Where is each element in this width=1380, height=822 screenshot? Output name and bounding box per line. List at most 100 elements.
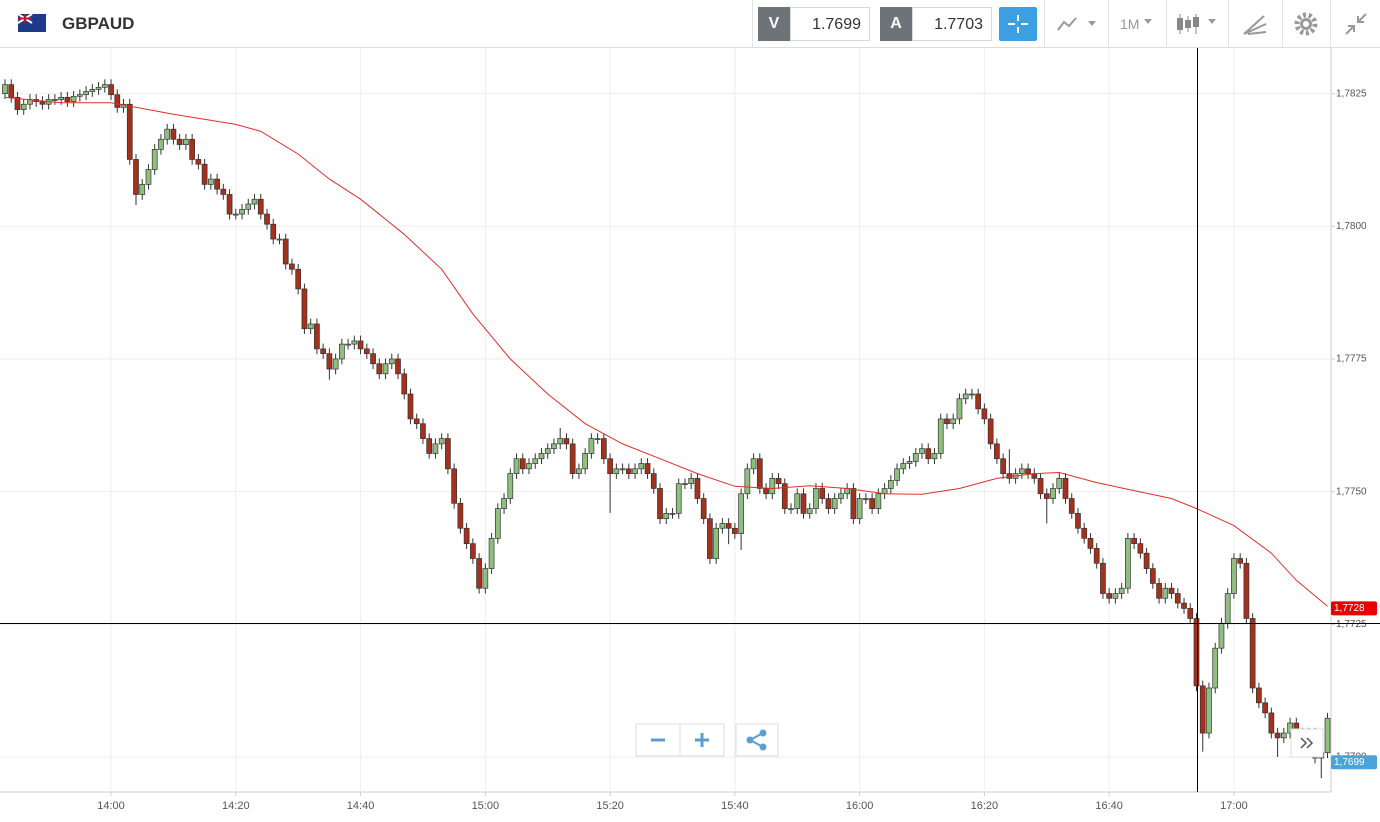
- candle-body: [314, 323, 320, 350]
- candle-body: [931, 453, 938, 460]
- candle-body: [1087, 537, 1094, 549]
- candle-body: [1212, 647, 1219, 689]
- candle-body: [906, 461, 913, 464]
- candle-body: [1174, 593, 1181, 604]
- scroll-right-icon: [1300, 737, 1314, 749]
- candle-body: [987, 418, 994, 445]
- candle-body: [763, 488, 769, 495]
- candle-body: [351, 340, 358, 345]
- chart-type-button[interactable]: [1056, 14, 1100, 34]
- candle-body: [794, 493, 801, 509]
- buy-label[interactable]: A: [880, 7, 912, 41]
- crosshair-button[interactable]: [999, 7, 1037, 41]
- timeframe[interactable]: 1M: [1120, 16, 1140, 32]
- candle-body: [1162, 587, 1169, 599]
- drawing-button[interactable]: [1242, 12, 1270, 36]
- buy-price[interactable]: 1.7703: [912, 7, 992, 41]
- candle-body: [919, 448, 925, 454]
- candle-body: [176, 138, 183, 145]
- candle-body: [625, 468, 632, 474]
- candle-body: [1118, 587, 1125, 594]
- x-tick-label: 16:40: [1095, 800, 1123, 812]
- x-tick-label: 14:20: [222, 800, 250, 812]
- candle-body: [544, 448, 551, 454]
- candle-body: [183, 138, 189, 145]
- candle-body: [1100, 562, 1106, 594]
- plot-area: [0, 48, 1330, 792]
- candle-body: [426, 438, 433, 454]
- candle-body: [732, 527, 738, 534]
- price-label-box: [1331, 601, 1377, 616]
- candle-body: [1093, 548, 1100, 564]
- candle-body: [1075, 513, 1081, 529]
- x-tick-label: 14:00: [97, 800, 125, 812]
- candle-body: [962, 393, 969, 400]
- moving-average: [4, 96, 1328, 607]
- candle-body: [557, 438, 564, 445]
- candle-body: [1287, 722, 1293, 734]
- candle-body: [588, 438, 595, 454]
- candle-body: [944, 418, 950, 425]
- candle-body: [20, 103, 27, 110]
- x-tick-label: 16:00: [846, 800, 874, 812]
- price-label-box: [1331, 755, 1377, 770]
- candle-body: [900, 463, 907, 470]
- candle-body: [232, 213, 239, 216]
- candle-body: [388, 358, 395, 365]
- sell-label[interactable]: V: [758, 7, 790, 41]
- candle-body: [925, 448, 932, 460]
- candle-body: [289, 263, 295, 270]
- toolbar: GBPAUD V 1.7699 A 1.7703 1M: [0, 0, 1380, 48]
- candle-body: [1112, 593, 1119, 599]
- candle-body: [607, 458, 613, 474]
- candle-body: [370, 353, 376, 365]
- candle-body: [675, 483, 682, 514]
- candle-body: [76, 94, 83, 97]
- candle-body: [788, 508, 794, 510]
- candle-body: [513, 458, 520, 474]
- candle-body: [8, 84, 15, 98]
- candle-body: [1043, 493, 1050, 499]
- candle-body: [1199, 685, 1206, 734]
- candle-body: [345, 343, 351, 346]
- candle-body: [70, 95, 77, 102]
- candle-body: [376, 363, 383, 375]
- candle-body: [195, 159, 202, 165]
- candle-body: [1156, 583, 1162, 599]
- price-label: 1,7699: [1334, 757, 1365, 768]
- candle-body: [1025, 468, 1031, 474]
- candle-body: [201, 163, 208, 185]
- candle-body: [844, 488, 851, 495]
- candle-body: [1280, 732, 1287, 739]
- candle-body: [650, 473, 657, 489]
- candle-body: [1224, 593, 1231, 624]
- candle-body: [270, 223, 277, 240]
- candle-body: [613, 468, 620, 474]
- candle-body: [326, 353, 333, 370]
- candle-body: [1050, 488, 1056, 499]
- y-tick-label: 1,7800: [1336, 221, 1367, 232]
- candle-body: [1187, 608, 1194, 619]
- candle-body: [401, 373, 408, 395]
- candle-body: [663, 513, 670, 520]
- candle-body: [937, 418, 944, 454]
- x-tick-label: 15:40: [721, 800, 749, 812]
- candle-body: [806, 508, 813, 514]
- settings-button[interactable]: [1293, 11, 1319, 37]
- candle-body: [2, 84, 8, 94]
- share-button[interactable]: [735, 723, 779, 757]
- candle-type-button[interactable]: [1176, 12, 1220, 36]
- candle-body: [1168, 587, 1175, 594]
- collapse-button[interactable]: [1343, 11, 1369, 37]
- candle-body: [638, 463, 645, 470]
- candle-body: [58, 97, 64, 100]
- candle-body: [482, 568, 489, 589]
- sell-price[interactable]: 1.7699: [790, 7, 870, 41]
- candle-body: [1206, 687, 1212, 734]
- candle-body: [551, 443, 557, 450]
- y-tick-label: 1,7775: [1336, 354, 1367, 365]
- candle-body: [1243, 562, 1250, 619]
- candle-body: [320, 348, 326, 355]
- share-dot: [746, 736, 754, 744]
- candle-body: [332, 358, 339, 370]
